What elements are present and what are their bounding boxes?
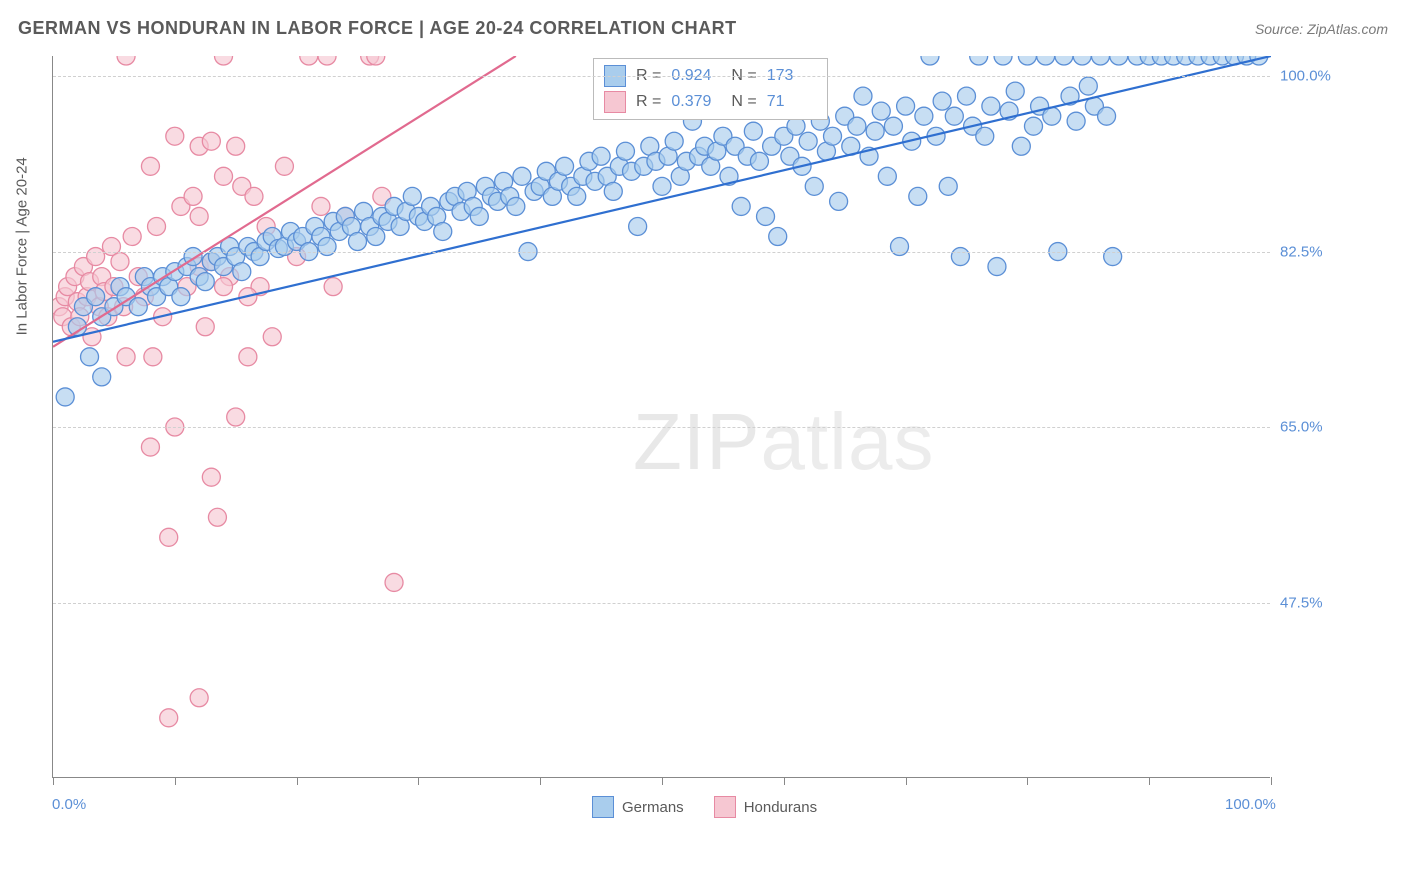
y-axis-label: In Labor Force | Age 20-24 [14, 157, 31, 335]
legend-stats-box: R = 0.924 N = 173 R = 0.379 N = 71 [593, 58, 828, 120]
y-tick-label: 82.5% [1280, 243, 1323, 260]
x-tick [1027, 777, 1028, 785]
gridline [53, 252, 1270, 253]
chart-title: GERMAN VS HONDURAN IN LABOR FORCE | AGE … [18, 18, 737, 39]
legend-label-germans: Germans [622, 799, 684, 816]
gridline [53, 603, 1270, 604]
bottom-legend: Germans Hondurans [592, 796, 817, 818]
y-tick-label: 65.0% [1280, 419, 1323, 436]
x-tick [1149, 777, 1150, 785]
x-tick [784, 777, 785, 785]
legend-item-germans: Germans [592, 796, 684, 818]
x-tick [662, 777, 663, 785]
legend-item-hondurans: Hondurans [714, 796, 817, 818]
n-label2: N = [731, 93, 756, 111]
y-tick-label: 47.5% [1280, 594, 1323, 611]
legend-label-hondurans: Hondurans [744, 799, 817, 816]
x-tick-label: 100.0% [1225, 796, 1276, 813]
scatter-svg [53, 56, 1271, 778]
source-label: Source: ZipAtlas.com [1255, 21, 1388, 37]
y-tick-label: 100.0% [1280, 68, 1331, 85]
x-tick [297, 777, 298, 785]
x-tick-label: 0.0% [52, 796, 86, 813]
x-tick [175, 777, 176, 785]
x-tick [906, 777, 907, 785]
x-tick [53, 777, 54, 785]
gridline [53, 76, 1270, 77]
legend-row-hondurans: R = 0.379 N = 71 [604, 89, 817, 115]
swatch-hondurans [604, 91, 626, 113]
x-tick [540, 777, 541, 785]
x-tick [418, 777, 419, 785]
chart-container: In Labor Force | Age 20-24 ZIPatlas R = … [52, 56, 1388, 812]
r-label2: R = [636, 93, 661, 111]
n-value-hondurans: 71 [767, 93, 817, 111]
x-tick [1271, 777, 1272, 785]
r-value-hondurans: 0.379 [671, 93, 721, 111]
plot-area: ZIPatlas R = 0.924 N = 173 R = 0.379 N =… [52, 56, 1270, 778]
gridline [53, 427, 1270, 428]
legend-swatch-germans [592, 796, 614, 818]
legend-swatch-hondurans [714, 796, 736, 818]
